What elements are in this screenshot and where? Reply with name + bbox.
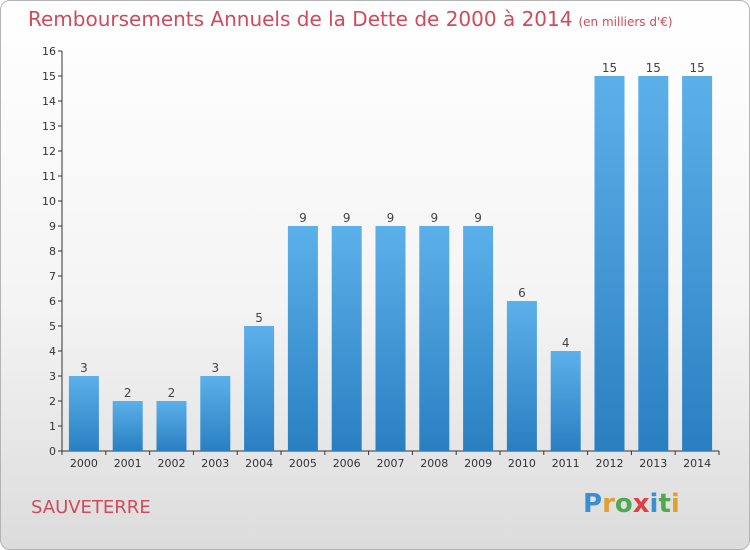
data-label-2013: 15 (646, 61, 661, 75)
y-tick-label: 7 (49, 270, 56, 283)
x-tick-label: 2012 (596, 457, 624, 470)
data-label-2006: 9 (343, 211, 351, 225)
data-label-2009: 9 (474, 211, 482, 225)
data-label-2000: 3 (80, 361, 88, 375)
bars (68, 76, 713, 451)
bar-2010 (506, 301, 537, 451)
bar-2005 (287, 226, 318, 451)
commune-name: SAUVETERRE (31, 497, 151, 518)
bar-2007 (375, 226, 406, 451)
x-tick-label: 2002 (158, 457, 186, 470)
y-tick-label: 9 (49, 220, 56, 233)
data-label-2007: 9 (387, 211, 395, 225)
y-tick-label: 5 (49, 320, 56, 333)
data-label-2004: 5 (255, 311, 263, 325)
bar-2009 (463, 226, 494, 451)
bar-2004 (244, 326, 275, 451)
bar-2002 (156, 401, 187, 451)
chart-unit: (en milliers d'€) (578, 15, 673, 29)
x-tick-label: 2010 (508, 457, 536, 470)
data-label-2005: 9 (299, 211, 307, 225)
y-tick-label: 13 (42, 120, 56, 133)
x-tick-label: 2008 (420, 457, 448, 470)
x-tick-label: 2003 (201, 457, 229, 470)
y-tick-label: 4 (49, 345, 56, 358)
x-tick-label: 2007 (377, 457, 405, 470)
bar-2012 (594, 76, 625, 451)
y-tick-label: 14 (42, 95, 56, 108)
data-labels: 3 2 2 3 5 9 9 9 9 9 6 4 15 15 15 (80, 61, 705, 400)
chart-title: Remboursements Annuels de la Dette de 20… (28, 7, 673, 31)
bar-2008 (419, 226, 450, 451)
proxiti-logo[interactable]: Proxiti (583, 489, 680, 519)
data-label-2002: 2 (168, 386, 176, 400)
data-label-2003: 3 (211, 361, 219, 375)
x-tick-label: 2006 (333, 457, 361, 470)
bar-2013 (638, 76, 669, 451)
data-label-2011: 4 (562, 336, 570, 350)
x-tick-label: 2011 (552, 457, 580, 470)
x-tick-label: 2004 (245, 457, 273, 470)
x-axis: 2000 2001 2002 2003 2004 2005 2006 2007 2008 2009… (61, 450, 720, 470)
data-label-2012: 15 (602, 61, 617, 75)
data-label-2001: 2 (124, 386, 132, 400)
bar-2006 (331, 226, 362, 451)
bar-2014 (682, 76, 713, 451)
data-label-2014: 15 (689, 61, 704, 75)
y-tick-label: 10 (42, 195, 56, 208)
y-tick-label: 1 (49, 420, 56, 433)
x-tick-label: 2001 (114, 457, 142, 470)
y-tick-label: 8 (49, 245, 56, 258)
x-tick-label: 2005 (289, 457, 317, 470)
x-tick-label: 2000 (70, 457, 98, 470)
y-tick-label: 12 (42, 145, 56, 158)
x-tick-label: 2014 (683, 457, 711, 470)
data-label-2008: 9 (430, 211, 438, 225)
bar-2003 (200, 376, 231, 451)
y-tick-label: 16 (42, 45, 56, 58)
chart-title-text: Remboursements Annuels de la Dette de 20… (28, 7, 573, 31)
y-tick-label: 15 (42, 70, 56, 83)
x-tick-label: 2013 (639, 457, 667, 470)
y-tick-label: 3 (49, 370, 56, 383)
x-tick-label: 2009 (464, 457, 492, 470)
y-tick-label: 6 (49, 295, 56, 308)
bar-2001 (112, 401, 143, 451)
bar-2011 (550, 351, 581, 451)
bar-2000 (68, 376, 99, 451)
y-tick-label: 2 (49, 395, 56, 408)
y-tick-label: 11 (42, 170, 56, 183)
data-label-2010: 6 (518, 286, 526, 300)
y-tick-label: 0 (49, 445, 56, 458)
